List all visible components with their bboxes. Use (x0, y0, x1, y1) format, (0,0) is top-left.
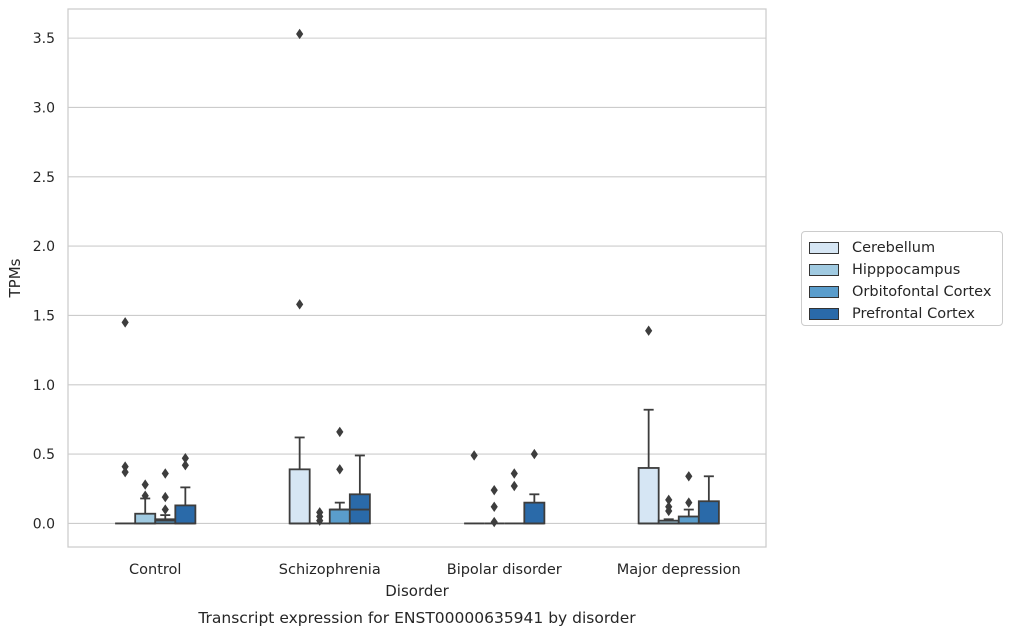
y-tick-label: 3.0 (33, 100, 55, 116)
outlier-point (510, 468, 518, 479)
box-0-0 (115, 317, 136, 525)
outlier-point (181, 459, 189, 471)
box-body (174, 504, 197, 525)
box-0-1 (288, 28, 311, 525)
y-tick-label: 2.5 (33, 170, 55, 186)
outlier-point (141, 490, 149, 501)
outlier-point (141, 479, 149, 490)
box-body (134, 512, 157, 525)
outlier-point (490, 516, 498, 528)
legend-label: Hipppocampus (852, 262, 961, 278)
boxes (115, 28, 720, 528)
box-2-0 (154, 468, 177, 525)
box-body (288, 468, 311, 525)
box-body (637, 467, 660, 525)
legend-item-prefrontal-cortex: Prefrontal Cortex (809, 303, 1002, 325)
x-tick-label: Major depression (617, 562, 741, 578)
y-tick-label: 0.0 (33, 516, 55, 532)
outlier-point (121, 461, 129, 472)
box-body (697, 500, 720, 525)
box-2-2 (504, 468, 525, 525)
box-1-1 (309, 507, 330, 526)
legend-label: Prefrontal Cortex (852, 306, 975, 322)
plot-area-frame (67, 8, 767, 548)
box-body (523, 501, 546, 525)
outlier-point (161, 491, 169, 503)
box-3-3 (697, 475, 720, 525)
x-tick-label: Control (129, 562, 181, 578)
y-tick-labels: 0.0 0.5 1.0 1.5 2.0 2.5 3.0 3.5 (33, 31, 55, 532)
box-0-2 (464, 450, 485, 525)
legend-label: Cerebellum (852, 240, 936, 256)
box-3-2 (523, 448, 546, 525)
x-axis-label: Disorder (385, 582, 449, 600)
chart-title: Transcript expression for ENST0000063594… (197, 609, 636, 627)
y-tick-label: 0.5 (33, 447, 55, 463)
outlier-point (490, 484, 498, 496)
legend-item-hippocampus: Hipppocampus (809, 259, 1002, 281)
box-0-3 (637, 325, 660, 525)
y-axis-label: TPMs (6, 258, 24, 298)
outlier-point (665, 494, 673, 506)
outlier-point (296, 28, 304, 40)
box-body (677, 515, 700, 525)
outlier-point (161, 504, 169, 515)
outlier-point (121, 466, 129, 478)
box-body (328, 508, 351, 525)
outlier-point (161, 468, 169, 479)
outlier-point (336, 464, 344, 475)
y-tick-label: 3.5 (33, 31, 55, 47)
box-1-0 (134, 479, 157, 525)
legend: Cerebellum Hipppocampus Orbitofontal Cor… (801, 231, 1003, 326)
outlier-point (530, 448, 538, 460)
x-tick-label: Bipolar disorder (447, 562, 562, 578)
box-3-1 (348, 454, 371, 525)
box-1-2 (484, 484, 505, 528)
x-tick-label: Schizophrenia (279, 562, 381, 578)
box-3-0 (174, 453, 197, 525)
outlier-point (316, 515, 324, 526)
legend-item-orbitofrontal-cortex: Orbitofontal Cortex (809, 281, 1002, 303)
outlier-point (685, 471, 693, 482)
legend-swatch (809, 264, 839, 276)
outlier-point (470, 450, 478, 461)
legend-swatch (809, 242, 839, 254)
legend-swatch (809, 308, 839, 320)
outlier-point (336, 426, 344, 438)
outlier-point (296, 299, 304, 310)
outlier-point (685, 497, 693, 508)
legend-item-cerebellum: Cerebellum (809, 237, 1002, 259)
y-tick-label: 1.5 (33, 308, 55, 324)
outlier-point (490, 501, 498, 512)
outlier-point (121, 317, 129, 328)
legend-swatch (809, 286, 839, 298)
box-2-1 (328, 426, 351, 525)
outlier-point (181, 453, 189, 464)
box-1-3 (657, 494, 680, 525)
box-2-3 (677, 471, 700, 525)
y-tick-label: 2.0 (33, 239, 55, 255)
x-tick-labels: Control Schizophrenia Bipolar disorder Majo… (129, 562, 741, 578)
y-tick-label: 1.0 (33, 378, 55, 394)
legend-label: Orbitofontal Cortex (852, 284, 992, 300)
outlier-point (665, 505, 673, 517)
outlier-point (510, 480, 518, 492)
outlier-point (645, 325, 653, 336)
grid-lines (68, 37, 766, 524)
